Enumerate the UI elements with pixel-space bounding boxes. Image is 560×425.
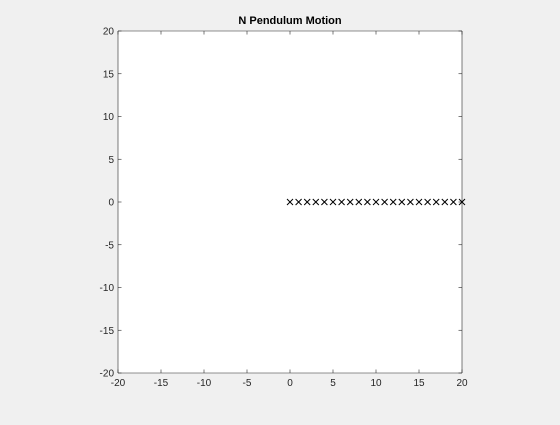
data-point — [338, 198, 345, 206]
marker-stroke — [321, 198, 328, 206]
marker-stroke — [424, 198, 431, 206]
data-point — [458, 198, 466, 206]
marker-stroke — [372, 198, 380, 206]
x-tick-label: -20 — [111, 378, 126, 389]
x-tick-label: 0 — [287, 378, 293, 389]
marker-stroke — [441, 198, 449, 206]
marker-stroke — [389, 198, 397, 206]
y-tick-label: -20 — [100, 369, 115, 380]
data-point — [346, 198, 354, 206]
data-point — [295, 198, 302, 206]
data-point — [303, 198, 311, 206]
chart-title: N Pendulum Motion — [238, 15, 342, 27]
data-point — [355, 198, 363, 206]
y-tick-label: 0 — [108, 198, 114, 209]
data-point — [450, 198, 457, 206]
y-tick-labels: -20 -15 -10 -5 0 5 10 15 20 — [100, 27, 115, 380]
y-tick-label: 5 — [108, 155, 114, 166]
marker-stroke — [329, 198, 337, 206]
marker-stroke — [450, 198, 457, 206]
data-markers — [286, 198, 466, 206]
data-point — [321, 198, 328, 206]
data-point — [372, 198, 380, 206]
marker-stroke — [398, 198, 406, 206]
y-tick-label: -5 — [105, 240, 114, 251]
marker-stroke — [458, 198, 466, 206]
marker-stroke — [381, 198, 388, 206]
x-tick-labels: -20 -15 -10 -5 0 5 10 15 20 — [111, 378, 468, 389]
y-tick-label: -10 — [100, 283, 115, 294]
x-tick-label: -5 — [243, 378, 252, 389]
data-point — [389, 198, 397, 206]
marker-stroke — [415, 198, 423, 206]
marker-stroke — [346, 198, 354, 206]
marker-stroke — [303, 198, 311, 206]
data-point — [415, 198, 423, 206]
y-tick-label: -15 — [100, 326, 115, 337]
data-point — [286, 198, 294, 206]
marker-stroke — [295, 198, 302, 206]
x-tick-label: -10 — [197, 378, 212, 389]
x-tick-label: 5 — [330, 378, 336, 389]
data-point — [329, 198, 337, 206]
y-tick-label: 15 — [103, 69, 115, 80]
axes-box — [117, 30, 463, 374]
data-point — [432, 198, 440, 206]
y-tick-label: 10 — [103, 112, 115, 123]
marker-stroke — [432, 198, 440, 206]
data-point — [407, 198, 414, 206]
marker-stroke — [407, 198, 414, 206]
data-point — [364, 198, 371, 206]
x-tick-label: 15 — [413, 378, 425, 389]
marker-stroke — [312, 198, 320, 206]
data-point — [381, 198, 388, 206]
data-point — [398, 198, 406, 206]
data-point — [424, 198, 431, 206]
marker-stroke — [364, 198, 371, 206]
data-point — [312, 198, 320, 206]
data-point — [441, 198, 449, 206]
x-tick-label: -15 — [154, 378, 169, 389]
marker-stroke — [338, 198, 345, 206]
marker-stroke — [286, 198, 294, 206]
y-tick-label: 20 — [103, 27, 115, 38]
x-tick-label: 20 — [456, 378, 468, 389]
marker-stroke — [355, 198, 363, 206]
x-tick-label: 10 — [370, 378, 382, 389]
